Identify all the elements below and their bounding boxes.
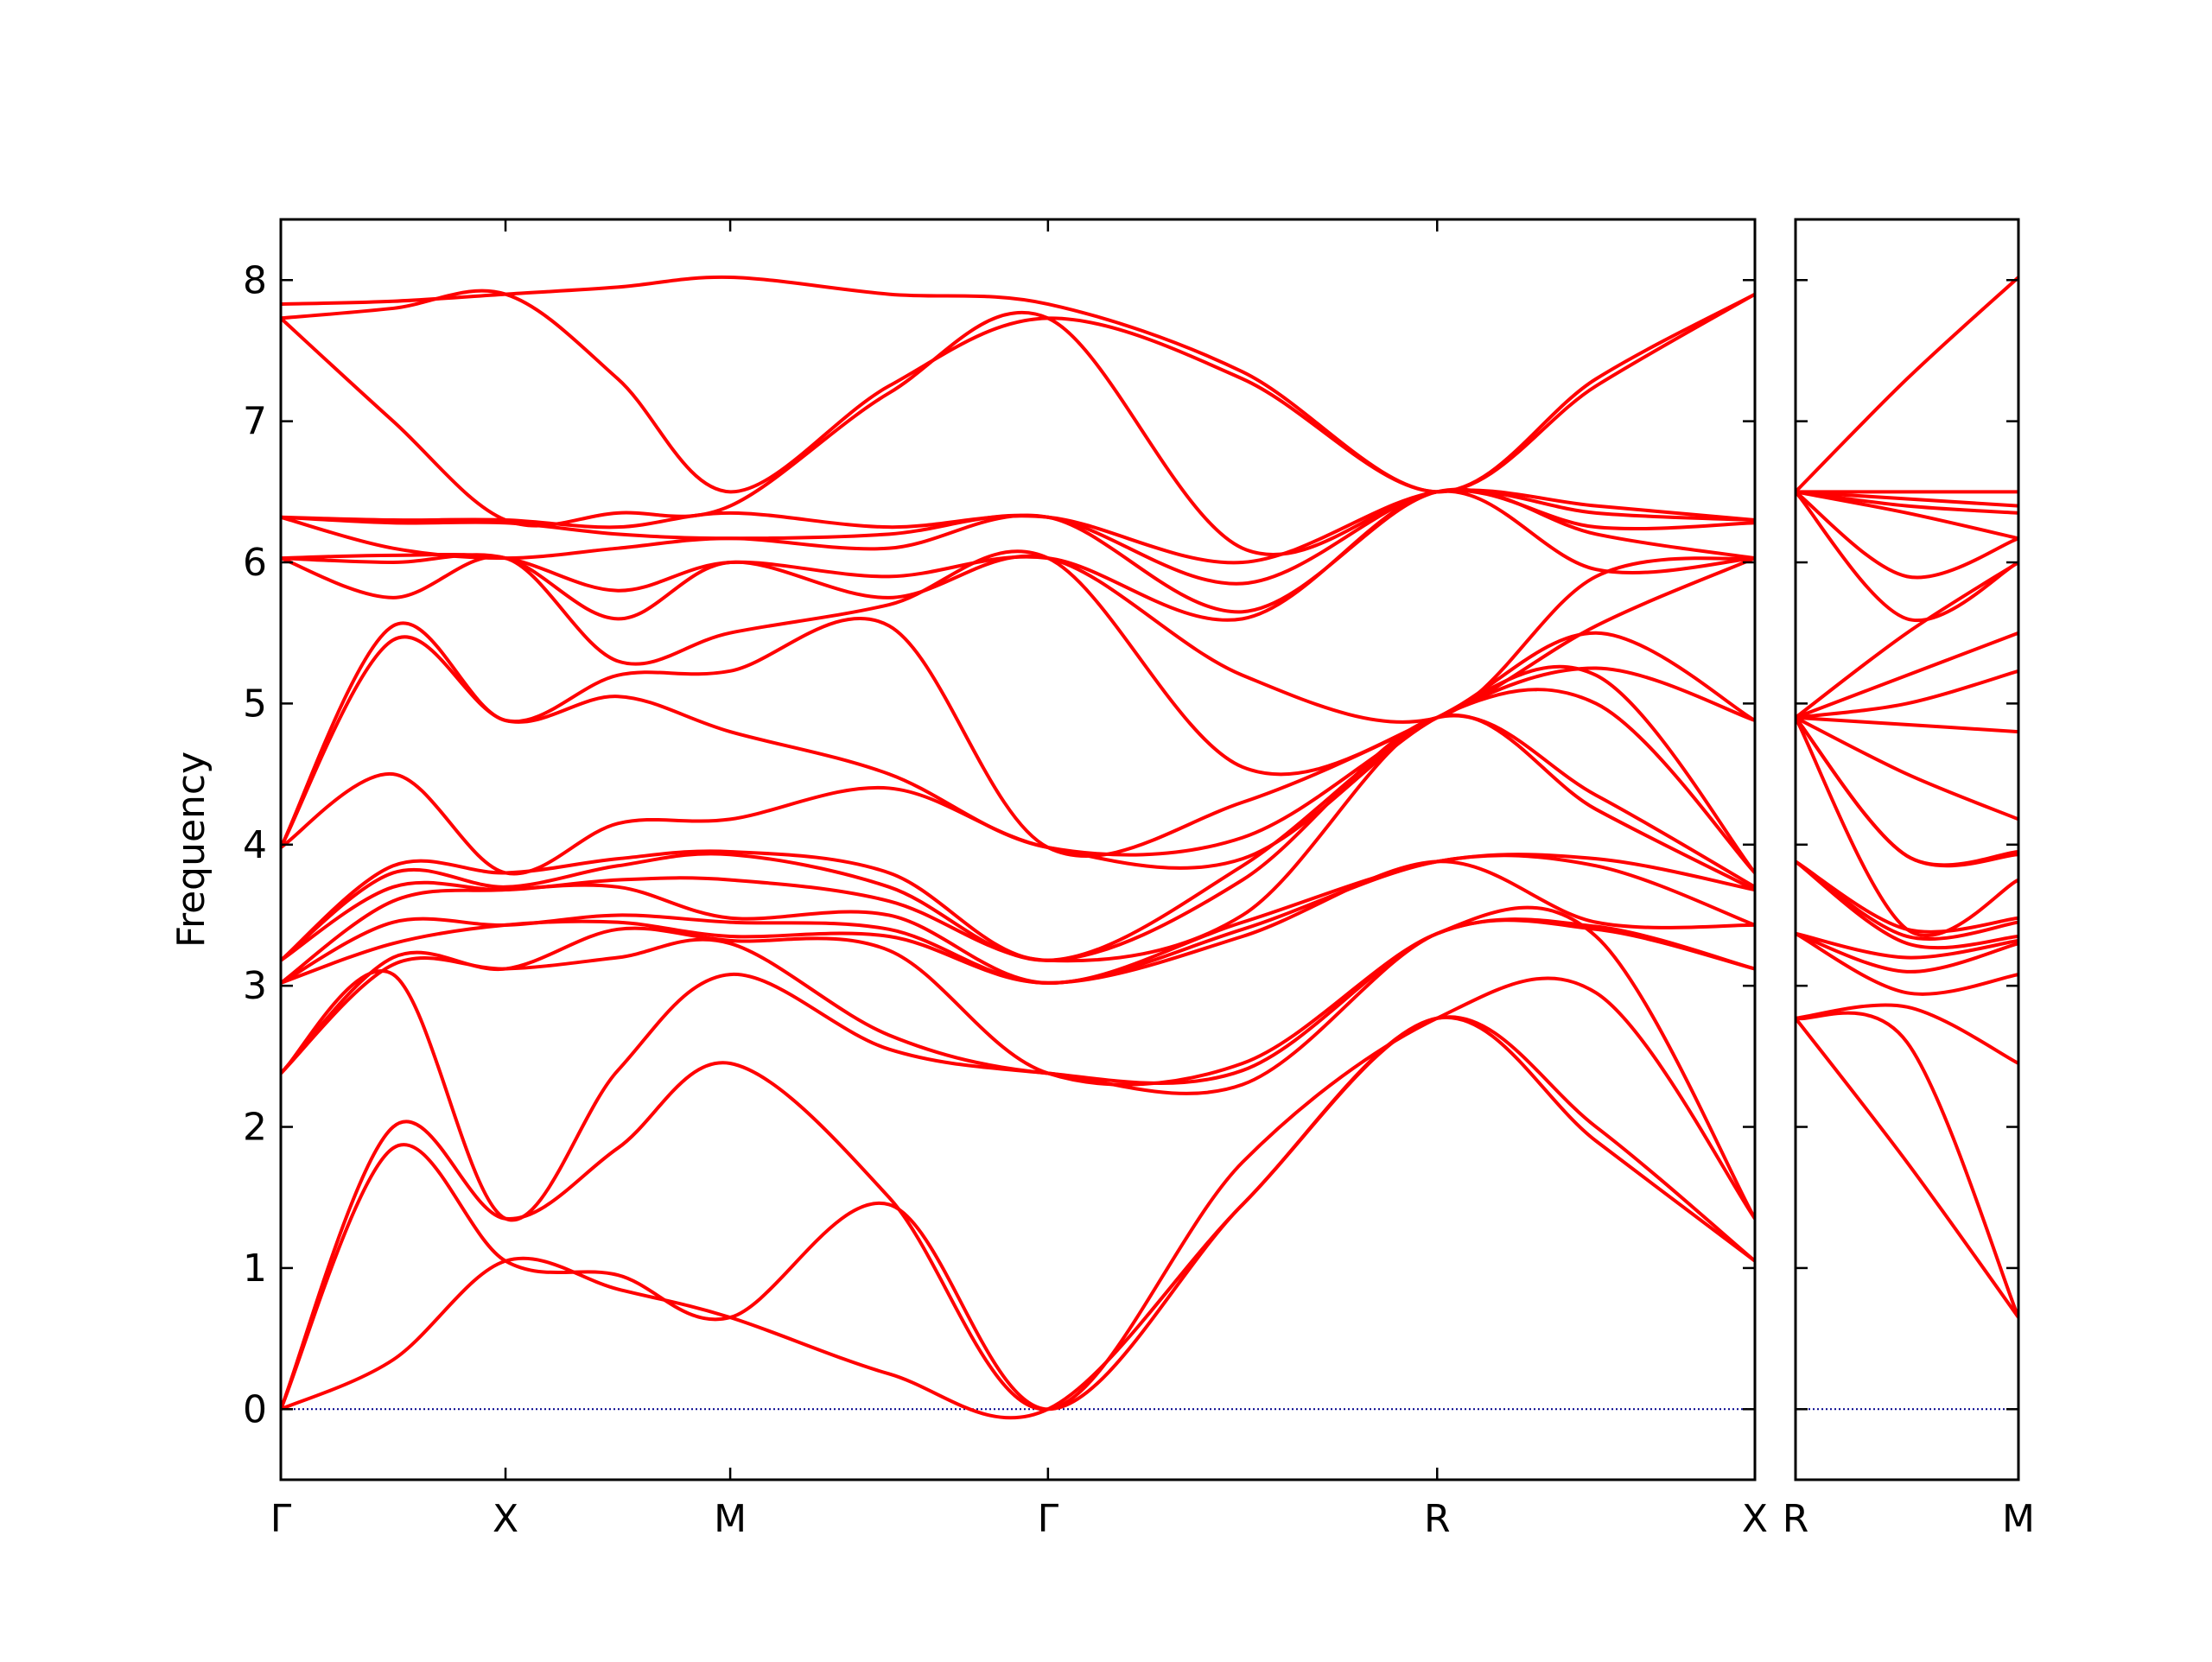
band-line [1796, 561, 2018, 720]
band-line [1796, 931, 2018, 960]
y-tick-label: 4 [243, 823, 267, 867]
x-tick-label: R [1783, 1497, 1809, 1541]
band-line [1796, 669, 2018, 720]
band-line [1796, 715, 2018, 821]
x-tick-label: X [493, 1497, 518, 1541]
band-line [281, 688, 1755, 962]
plot-area [1796, 276, 2018, 1411]
band-line [281, 616, 1755, 858]
axes-frame [1794, 218, 2020, 1481]
y-axis-label: Frequency [169, 752, 213, 948]
band-line [281, 1015, 1755, 1420]
band-line [1796, 490, 2018, 515]
x-tick-label: R [1424, 1497, 1451, 1541]
band-line [1796, 716, 2018, 938]
band-line [1796, 631, 2018, 720]
y-tick-label: 8 [243, 258, 267, 302]
band-line [281, 488, 1755, 586]
band-line [281, 714, 1755, 962]
band-line [1796, 276, 2018, 493]
band-line [281, 275, 1755, 494]
band-line [281, 289, 1755, 494]
band-line [281, 635, 1755, 857]
y-tick-label: 6 [243, 541, 267, 585]
band-line [281, 976, 1755, 1411]
band-line [1796, 716, 2018, 867]
x-tick-label: Γ [270, 1497, 292, 1541]
band-line [1796, 860, 2018, 934]
band-line [1796, 931, 2018, 974]
band-line [1796, 715, 2018, 734]
band-line [281, 917, 1755, 1087]
y-tick-label: 2 [243, 1106, 267, 1150]
y-tick-label: 7 [243, 400, 267, 444]
band-line [1796, 1017, 2018, 1319]
x-tick-label: M [2002, 1497, 2035, 1541]
x-tick-label: M [714, 1497, 747, 1541]
band-line [281, 553, 1755, 724]
band-line [281, 1015, 1755, 1411]
band-line [281, 905, 1755, 1222]
y-tick-label: 3 [243, 964, 267, 1008]
band-line [1796, 490, 2018, 580]
band-line [1796, 1011, 2018, 1318]
y-tick-label: 1 [243, 1246, 267, 1291]
band-line [281, 549, 1755, 777]
plot-area [281, 275, 1755, 1420]
band-line [1796, 491, 2018, 623]
band-line [1796, 1003, 2018, 1065]
band-line [281, 311, 1755, 556]
y-tick-label: 5 [243, 682, 267, 726]
y-tick-label: 0 [243, 1387, 267, 1431]
x-tick-label: Γ [1038, 1497, 1059, 1541]
band-line [281, 714, 1755, 963]
band-line [1796, 931, 2018, 996]
x-tick-label: X [1742, 1497, 1768, 1541]
axes-frame [279, 218, 1757, 1481]
band-line [281, 664, 1755, 876]
